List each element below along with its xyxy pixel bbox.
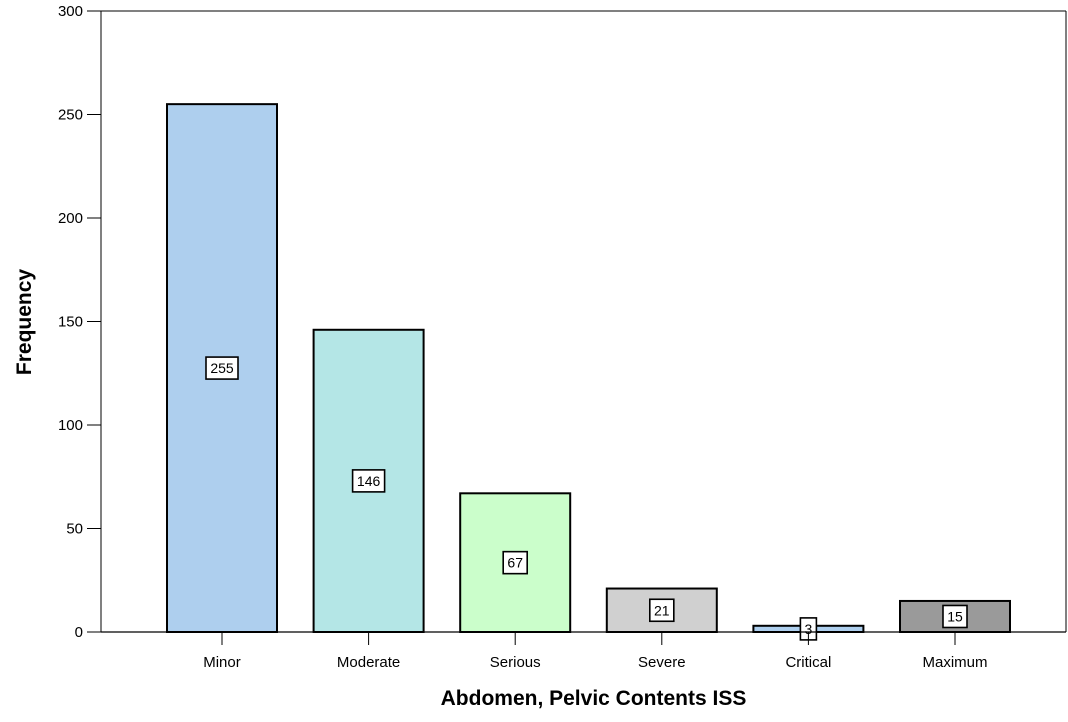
data-label: 3 <box>805 621 813 637</box>
data-label-box <box>502 550 529 575</box>
y-tick-label: 250 <box>58 107 83 124</box>
data-label: 255 <box>210 360 234 376</box>
data-label: 67 <box>507 555 523 571</box>
x-axis-title: Abdomen, Pelvic Contents ISS <box>441 687 747 710</box>
data-label-box <box>205 356 239 380</box>
x-ticks-layer: Minor Moderate Serious Severe Critical Maximu… <box>203 632 988 671</box>
y-tick-label: 100 <box>58 417 83 434</box>
data-labels-layer: 255 146 67 21 3 15 <box>205 356 968 641</box>
y-tick-label: 0 <box>75 624 83 641</box>
x-tick-label: Severe <box>638 654 686 671</box>
x-tick-label: Critical <box>785 654 831 671</box>
y-tick-label: 300 <box>58 3 83 20</box>
x-tick-label: Moderate <box>337 654 400 671</box>
y-ticks-layer: 0 50 100 150 200 250 300 <box>58 3 101 641</box>
data-label-box <box>351 469 386 493</box>
x-tick-label: Minor <box>203 654 241 671</box>
x-tick-label: Serious <box>490 654 541 671</box>
y-tick-label: 150 <box>58 314 83 331</box>
data-label: 146 <box>357 473 381 489</box>
data-label-box <box>942 604 968 629</box>
y-tick-label: 200 <box>58 210 83 227</box>
data-label: 15 <box>947 608 963 624</box>
bars-layer <box>166 103 1011 634</box>
data-label: 21 <box>654 602 670 618</box>
x-tick-label: Maximum <box>922 654 987 671</box>
y-tick-label: 50 <box>66 521 83 538</box>
y-axis-title: Frequency <box>13 269 36 376</box>
data-label-box <box>648 598 675 623</box>
